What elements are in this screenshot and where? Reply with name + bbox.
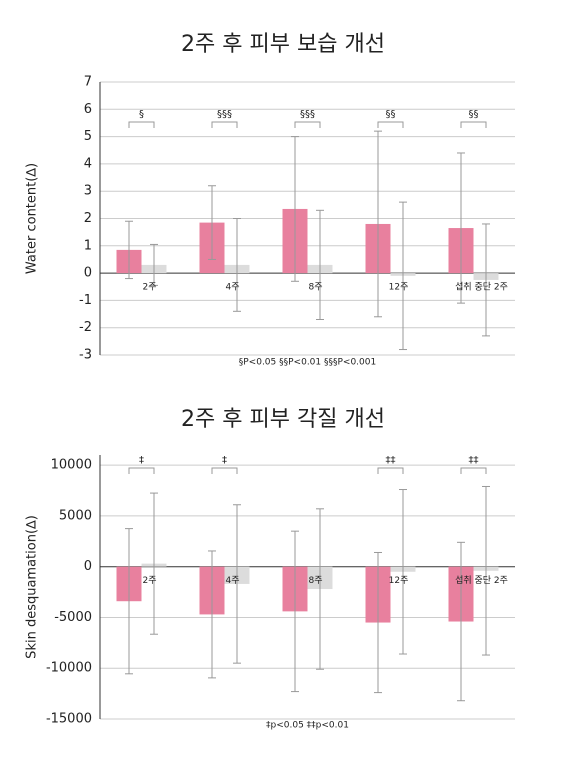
significance-bracket (377, 467, 404, 474)
chart-title: 2주 후 피부 보습 개선 (181, 32, 385, 57)
category-label: 12주 (389, 282, 409, 293)
y-tick-label: 2 (84, 211, 92, 226)
significance-bracket (294, 121, 321, 128)
significance-bracket (460, 467, 487, 474)
category-label: 8주 (308, 282, 322, 293)
significance-label: §§ (386, 109, 396, 120)
category-label: 4주 (225, 575, 239, 586)
y-tick-label: 5000 (59, 508, 92, 523)
significance-label: §§§ (300, 109, 315, 120)
y-tick-label: -5000 (54, 610, 92, 625)
y-tick-label: 4 (84, 156, 92, 171)
category-label: 2주 (142, 575, 156, 586)
significance-bracket (128, 121, 155, 128)
footnote: §P<0.05 §§P<0.01 §§§P<0.001 (239, 358, 376, 368)
category-label: 12주 (389, 575, 409, 586)
y-tick-label: -15000 (46, 712, 92, 727)
y-tick-label: 6 (84, 102, 92, 117)
chart-title: 2주 후 피부 각질 개선 (181, 407, 385, 432)
category-label: 섭취 중단 2주 (455, 575, 508, 586)
significance-label: ‡ (139, 455, 144, 466)
significance-bracket (460, 121, 487, 128)
y-tick-label: 7 (84, 75, 92, 90)
significance-bracket (211, 467, 238, 474)
significance-label: §§§ (217, 109, 232, 120)
footnote: ‡p<0.05 ‡‡p<0.01 (266, 721, 349, 731)
significance-label: ‡‡ (469, 455, 479, 466)
y-tick-label: 0 (84, 266, 92, 281)
significance-bracket (211, 121, 238, 128)
significance-bracket (377, 121, 404, 128)
category-label: 2주 (142, 282, 156, 293)
y-tick-label: 0 (84, 559, 92, 574)
y-tick-label: 10000 (51, 458, 92, 473)
y-tick-label: -10000 (46, 661, 92, 676)
significance-label: ‡‡ (386, 455, 396, 466)
y-axis-label: Water content(∆) (25, 163, 40, 274)
category-label: 섭취 중단 2주 (455, 282, 508, 293)
y-tick-label: 1 (84, 238, 92, 253)
y-tick-label: -3 (79, 348, 92, 363)
significance-label: § (139, 109, 144, 120)
y-tick-label: 5 (84, 129, 92, 144)
category-label: 8주 (308, 575, 322, 586)
significance-label: ‡ (222, 455, 227, 466)
significance-label: §§ (469, 109, 479, 120)
y-tick-label: 3 (84, 184, 92, 199)
significance-bracket (128, 467, 155, 474)
y-tick-label: -2 (79, 320, 92, 335)
category-label: 4주 (225, 282, 239, 293)
y-tick-label: -1 (79, 293, 92, 308)
y-axis-label: Skin desquamation(∆) (25, 515, 40, 659)
